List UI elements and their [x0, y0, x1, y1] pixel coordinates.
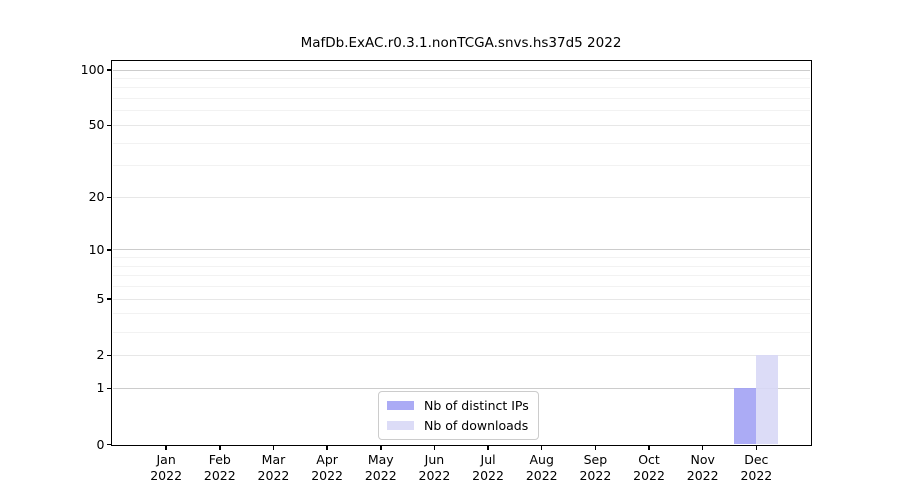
- x-tick-mark: [540, 444, 543, 450]
- y-gridline: [112, 196, 810, 198]
- legend-label-downloads: Nb of downloads: [424, 417, 529, 433]
- y-tick-mark: [106, 69, 112, 71]
- chart-title: MafDb.ExAC.r0.3.1.nonTCGA.snvs.hs37d5 20…: [300, 35, 622, 51]
- x-tick-mark: [648, 444, 650, 450]
- x-tick-mark: [272, 444, 275, 450]
- y-tick-label: 50: [88, 117, 105, 133]
- y-tick-mark: [106, 387, 112, 389]
- x-tick-mark: [701, 444, 704, 450]
- x-tick-mark: [165, 444, 167, 450]
- y-tick-mark: [106, 196, 112, 199]
- y-tick-mark: [106, 249, 112, 251]
- y-minor-gridline: [112, 87, 810, 89]
- y-minor-gridline: [112, 265, 810, 267]
- x-tick-label: Feb 2022: [203, 451, 236, 483]
- y-minor-gridline: [112, 142, 810, 144]
- x-tick-mark: [755, 444, 758, 450]
- y-minor-gridline: [112, 257, 810, 259]
- y-tick-mark: [106, 298, 112, 300]
- y-gridline: [112, 298, 810, 300]
- y-minor-gridline: [112, 286, 810, 288]
- x-tick-label: Apr 2022: [311, 451, 344, 483]
- legend-label-distinct-ips: Nb of distinct IPs: [424, 397, 529, 413]
- y-minor-gridline: [112, 98, 810, 100]
- bar-distinct-ips: [734, 388, 757, 445]
- y-tick-label: 20: [88, 189, 105, 205]
- y-minor-gridline: [112, 275, 810, 277]
- y-gridline: [112, 124, 810, 126]
- y-gridline: [112, 354, 810, 356]
- x-tick-label: Mar 2022: [257, 451, 290, 483]
- x-tick-label: Aug 2022: [525, 451, 558, 483]
- bar-downloads: [756, 355, 779, 445]
- x-tick-label: Dec 2022: [740, 451, 773, 483]
- y-gridline: [112, 69, 810, 71]
- y-tick-label: 100: [80, 62, 105, 77]
- x-tick-mark: [380, 444, 382, 450]
- x-tick-label: Jul 2022: [472, 451, 504, 483]
- legend: Nb of distinct IPs Nb of downloads: [378, 391, 539, 440]
- x-tick-mark: [326, 444, 328, 450]
- x-tick-label: Sep 2022: [579, 451, 612, 483]
- y-minor-gridline: [112, 331, 810, 333]
- legend-swatch-downloads: [387, 421, 414, 430]
- legend-row-distinct-ips: Nb of distinct IPs: [387, 397, 529, 414]
- x-tick-mark: [487, 444, 489, 450]
- y-tick-label: 10: [88, 241, 105, 257]
- x-tick-label: Oct 2022: [633, 451, 665, 483]
- y-tick-mark: [106, 124, 112, 127]
- y-tick-mark: [106, 443, 112, 446]
- x-tick-label: Jan 2022: [150, 451, 183, 483]
- y-tick-label: 2: [96, 347, 105, 363]
- legend-row-downloads: Nb of downloads: [387, 417, 529, 434]
- x-tick-label: Jun 2022: [418, 451, 451, 483]
- x-tick-mark: [594, 444, 597, 450]
- y-gridline: [112, 387, 810, 389]
- y-tick-label: 1: [96, 380, 105, 396]
- y-tick-label: 0: [96, 436, 105, 452]
- y-gridline: [112, 249, 810, 251]
- x-tick-mark: [219, 444, 221, 450]
- x-tick-label: Nov 2022: [686, 451, 719, 483]
- plot-area: [111, 59, 812, 446]
- legend-swatch-distinct-ips: [387, 401, 414, 410]
- y-tick-label: 5: [96, 291, 105, 307]
- y-minor-gridline: [112, 165, 810, 167]
- y-tick-mark: [106, 354, 112, 357]
- x-tick-mark: [433, 444, 436, 450]
- x-tick-label: May 2022: [364, 451, 397, 483]
- y-minor-gridline: [112, 313, 810, 315]
- y-minor-gridline: [112, 110, 810, 112]
- y-minor-gridline: [112, 77, 810, 79]
